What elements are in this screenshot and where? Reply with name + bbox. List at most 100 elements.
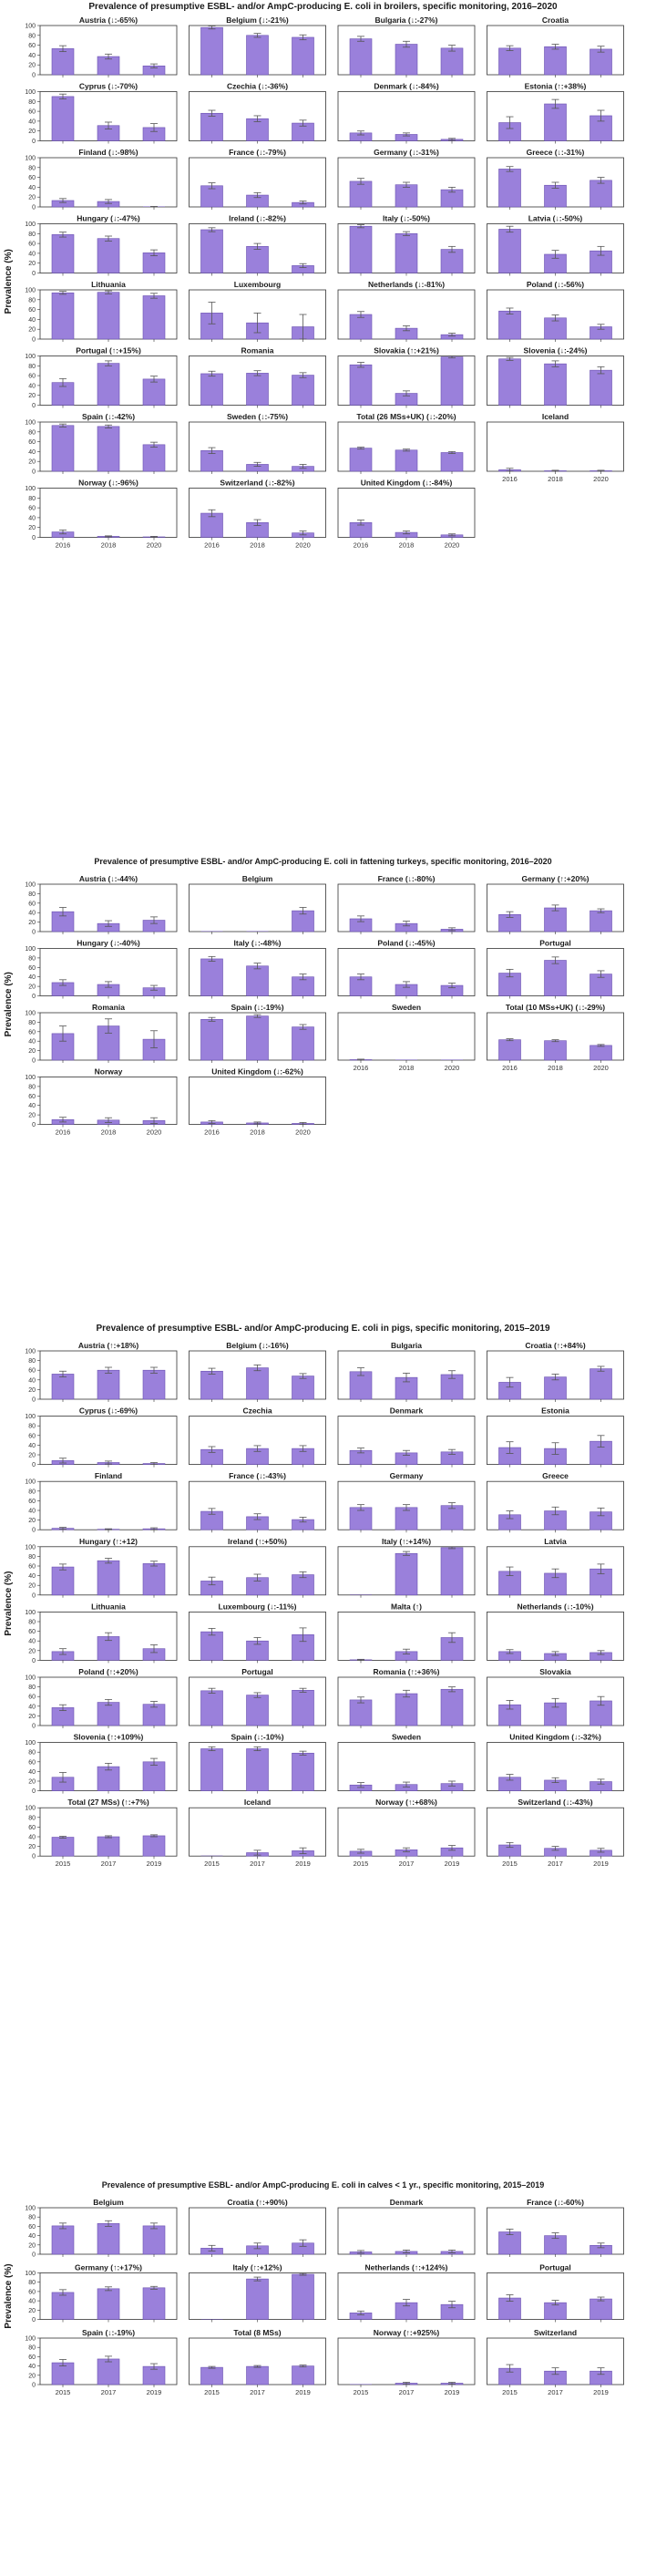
panel-title: Germany	[390, 1471, 424, 1480]
panel-frame	[487, 421, 624, 472]
panel: Germany	[337, 1471, 476, 1533]
panel: Cyprus (↓:-70%) 0 20 40 60 80 100	[25, 82, 178, 145]
panel: Total (27 MSs) (↑:+7%) 0 20 40 60 80 100 2015 20…	[25, 1798, 178, 1868]
bar	[349, 1371, 373, 1400]
bar	[97, 238, 120, 273]
panel: Norway (↓:-96%) 0 20 40 60 80 100 2016 2018 2020	[25, 479, 178, 550]
y-tick-label: 0	[32, 1788, 36, 1795]
panel-frame	[337, 2337, 476, 2385]
y-tick-label: 60	[28, 1029, 36, 1036]
bar	[97, 2288, 120, 2320]
panel: Total (26 MSs+UK) (↓:-20%)	[337, 412, 476, 474]
bar	[590, 369, 612, 406]
panel-title: Hungary (↓:-47%)	[77, 214, 140, 223]
y-tick-label: 100	[25, 156, 36, 162]
chart-title: Prevalence of presumptive ESBL- and/or A…	[102, 2180, 545, 2190]
y-tick-label: 80	[28, 2280, 36, 2286]
y-tick-label: 60	[28, 1094, 36, 1100]
y-tick-label: 20	[28, 920, 36, 926]
bar	[590, 1045, 612, 1061]
bar	[590, 48, 612, 76]
panel-title: Romania (↑:+36%)	[374, 1667, 440, 1676]
y-axis-label: Prevalence (%)	[4, 1571, 14, 1636]
bar	[200, 1748, 223, 1791]
bar	[200, 1018, 223, 1061]
y-tick-label: 40	[28, 1039, 36, 1046]
panel-title: Iceland	[542, 412, 569, 421]
x-tick-label: 2020	[593, 475, 609, 483]
panel: Poland (↓:-56%)	[487, 280, 624, 342]
panel: Bulgaria	[337, 1341, 476, 1402]
panel: Poland (↑:+20%) 0 20 40 60 80 100	[25, 1667, 178, 1730]
panel-title: Portugal (↑:+15%)	[76, 346, 141, 355]
panel: Slovakia	[487, 1667, 624, 1728]
y-tick-label: 80	[28, 232, 36, 238]
bar	[51, 96, 75, 141]
x-tick-label: 2018	[399, 541, 415, 550]
y-tick-label: 20	[28, 327, 36, 334]
panel-title: Denmark	[390, 2198, 424, 2207]
bar	[51, 292, 75, 340]
y-tick-label: 0	[32, 1528, 36, 1534]
y-tick-label: 80	[28, 429, 36, 436]
bar	[200, 2319, 223, 2320]
panel-title: Netherlands (↓:-10%)	[517, 1602, 593, 1611]
y-tick-label: 60	[28, 1499, 36, 1505]
chart-title: Prevalence of presumptive ESBL- and/or A…	[88, 2, 558, 12]
y-tick-label: 100	[25, 1610, 36, 1616]
bar	[395, 44, 418, 76]
bar	[51, 1837, 75, 1857]
x-tick-label: 2019	[445, 2388, 460, 2396]
x-tick-label: 2016	[502, 475, 518, 483]
y-tick-label: 20	[28, 1844, 36, 1850]
y-tick-label: 60	[28, 2354, 36, 2361]
y-tick-label: 60	[28, 374, 36, 380]
y-tick-label: 80	[28, 496, 36, 502]
chart-section-4: Prevalence of presumptive ESBL- and/or A…	[4, 2180, 624, 2396]
y-tick-label: 100	[25, 420, 36, 427]
panel-title: Spain (↓:-19%)	[231, 1003, 283, 1012]
bar	[200, 1690, 223, 1726]
y-tick-label: 60	[28, 439, 36, 446]
bar	[498, 2231, 521, 2255]
y-tick-label: 80	[28, 1424, 36, 1430]
panel-title: Finland	[95, 1471, 122, 1480]
y-tick-label: 80	[28, 1554, 36, 1561]
panel: Croatia	[487, 15, 624, 77]
bar	[142, 2225, 166, 2255]
y-tick-label: 20	[28, 1387, 36, 1394]
bar	[349, 314, 373, 340]
chart-title: Prevalence of presumptive ESBL- and/or A…	[96, 1324, 550, 1334]
bar	[200, 229, 223, 273]
bar	[142, 1761, 166, 1791]
bar	[246, 118, 269, 141]
panel: Belgium 0 20 40 60 80 100	[25, 2198, 178, 2259]
y-tick-label: 40	[28, 911, 36, 917]
bar	[142, 1369, 166, 1400]
y-tick-label: 60	[28, 43, 36, 49]
bar	[142, 295, 166, 340]
panel: Denmark (↓:-84%)	[337, 82, 476, 144]
y-tick-label: 20	[28, 2242, 36, 2249]
panel: Austria (↑:+18%) 0 20 40 60 80 100	[25, 1341, 178, 1404]
y-tick-label: 40	[28, 1509, 36, 1515]
chart-title: Prevalence of presumptive ESBL- and/or A…	[94, 857, 551, 866]
x-tick-label: 2018	[250, 541, 265, 550]
y-tick-label: 100	[25, 354, 36, 360]
y-tick-label: 20	[28, 1518, 36, 1524]
panel: Romania 0 20 40 60 80 100	[25, 1003, 178, 1065]
panel-title: Switzerland	[534, 2328, 577, 2337]
x-tick-label: 2020	[295, 541, 311, 550]
panel-title: Spain (↓:-19%)	[82, 2328, 135, 2337]
panel: Croatia (↑:+90%)	[189, 2198, 326, 2257]
y-tick-label: 0	[32, 1462, 36, 1468]
panel-title: Belgium	[242, 874, 273, 883]
panel-title: United Kingdom (↓:-84%)	[361, 479, 453, 488]
panel-title: Latvia (↓:-50%)	[528, 214, 583, 223]
panel: Bulgaria (↓:-27%)	[337, 15, 476, 77]
y-tick-label: 20	[28, 1113, 36, 1119]
bar	[142, 1835, 166, 1857]
panel-title: Norway (↓:-96%)	[78, 479, 138, 488]
panel-title: Estonia (↑:+38%)	[525, 82, 587, 91]
y-tick-label: 80	[28, 165, 36, 171]
